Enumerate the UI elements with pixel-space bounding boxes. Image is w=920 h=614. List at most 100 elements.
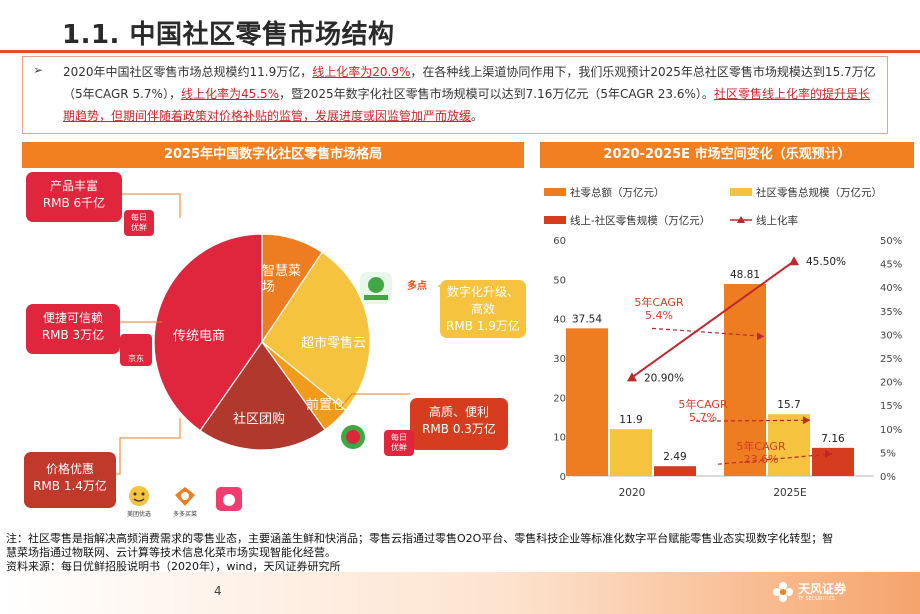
right-axis-tick: 5% (880, 448, 896, 459)
cagr-text: 5.4% (645, 309, 673, 322)
bar-label: 11.9 (619, 414, 642, 426)
bar-0-1 (724, 284, 766, 476)
callout-line: RMB 3万亿 (41, 328, 105, 342)
legend-swatch-community (730, 188, 752, 196)
pie-label-ecommerce: 传统电商 (173, 329, 226, 344)
pie-slice-1 (261, 251, 371, 412)
right-axis-tick: 30% (880, 330, 902, 341)
right-axis-tick: 20% (880, 378, 902, 389)
rate-marker (627, 372, 637, 382)
cagr-text: 23.6% (743, 453, 779, 466)
rate-label: 20.90% (644, 372, 684, 384)
right-axis-tick: 15% (880, 401, 902, 412)
cagr-text: 5年CAGR (634, 296, 684, 309)
bar-label: 7.16 (821, 433, 845, 445)
cagr-arrow-0 (651, 327, 765, 337)
page-footer: 4 天风证券 TF SECURITIES (0, 572, 920, 614)
taocaicai-logo (214, 485, 244, 515)
logo-text: 京东 (128, 354, 144, 363)
brand-name: 天风证券 (798, 582, 847, 596)
rate-marker (789, 256, 799, 266)
bar-1-0 (610, 429, 652, 476)
legend-label-online: 线上-社区零售规模（万亿元） (570, 214, 710, 227)
pie-slices (153, 233, 371, 451)
right-axis-tick: 0% (880, 472, 896, 483)
pie-label-cloud: 超市零售云 (301, 336, 367, 351)
callout-line: 便捷可信赖 (42, 311, 103, 325)
callout-digital: 数字化升级、 高效 RMB 1.9万亿 (440, 280, 526, 338)
connector-quality (339, 393, 410, 409)
callout-line: 价格优惠 (45, 462, 94, 476)
summary-part: ，在各种线上渠道协同作用下，我们乐观预计2025年总社区零售市场规模达到15.7… (63, 65, 876, 101)
summary-part: 2020年中国社区零售市场总规模约11.9万亿， (63, 65, 313, 79)
bar-2-0 (654, 466, 696, 476)
dingdong-logo (338, 422, 368, 456)
right-axis-tick: 40% (880, 283, 902, 294)
page-number: 4 (214, 584, 222, 598)
pie-label-front-warehouse: 前置仓 (306, 398, 346, 413)
right-axis-tick: 10% (880, 425, 902, 436)
cagr-arrow-2 (717, 453, 833, 465)
callout-line: 产品丰富 (49, 179, 98, 193)
callout-line: RMB 0.3万亿 (422, 422, 496, 436)
legend-swatch-total (544, 188, 566, 196)
bar-label: 48.81 (730, 269, 760, 281)
summary-part: ，暨2025年数字化社区零售市场规模可以达到7.16万亿元（5年CAGR 23.… (279, 87, 714, 101)
left-axis-tick: 0 (560, 472, 566, 483)
brand-subtitle: TF SECURITIES (798, 596, 835, 602)
pie-slice-4 (153, 233, 263, 432)
duoduo-logo: 多多买菜 (170, 485, 200, 518)
cagr-total: 5年CAGR 5.4% (628, 296, 690, 322)
left-axis-tick: 60 (553, 236, 566, 247)
right-axis-tick: 45% (880, 260, 902, 271)
connector-product (122, 193, 181, 218)
logo-label: 美团优选 (126, 511, 151, 518)
callout-quality: 高质、便利 RMB 0.3万亿 (410, 398, 508, 450)
missfresh-logo: 每日 优鲜 (124, 210, 154, 236)
bar-2-1 (812, 447, 854, 476)
page-title: 1.1. 中国社区零售市场结构 (62, 20, 395, 50)
pie-label-text: 智慧菜 (262, 264, 302, 279)
title-divider (0, 50, 920, 53)
x-category-label: 2020 (619, 487, 646, 499)
cagr-text: 5年CAGR (678, 398, 728, 411)
chart-legend: 社零总额（万亿元） 社区零售总规模（万亿元） 线上-社区零售规模（万亿元） 线上… (544, 186, 882, 227)
plot-area: 0 10 20 30 40 50 60 0% 5% 10% 15% 20% 25% 30% 35% 40% 45… (553, 236, 902, 499)
meituan-logo: 美团优选 (124, 485, 154, 518)
summary-part: 。 (471, 109, 484, 123)
left-axis-tick: 30 (553, 354, 566, 365)
footnote-source: 资料来源：每日优鲜招股说明书（2020年），wind，天风证券研究所 (6, 560, 341, 573)
footnote-line: 注：社区零售是指解决高频消费需求的零售业态，主要涵盖生鲜和快消品；零售云指通过零… (6, 532, 834, 545)
pie-label-group-buy: 社区团购 (233, 412, 286, 427)
cagr-arrowhead (757, 332, 764, 341)
callout-line: RMB 6千亿 (42, 196, 106, 210)
footnote: 注：社区零售是指解决高频消费需求的零售业态，主要涵盖生鲜和快消品；零售云指通过零… (6, 532, 914, 574)
summary-highlight: 线上化率为20.9% (312, 65, 411, 79)
summary-highlight: 线上化率为45.5% (180, 87, 280, 101)
cagr-arrow-1 (695, 419, 811, 422)
left-axis-tick: 20 (553, 393, 566, 404)
footnote-line: 慧菜场指通过物联网、云计算等技术信息化菜市场实现智能化经营。 (6, 546, 336, 559)
logo-text: 每日 优鲜 (391, 433, 407, 452)
summary-box: ➢ 2020年中国社区零售市场总规模约11.9万亿，线上化率为20.9%，在各种… (22, 56, 888, 134)
legend-label-community: 社区零售总规模（万亿元） (756, 186, 882, 199)
bar-1-1 (768, 414, 810, 476)
cagr-text: 5年CAGR (736, 440, 786, 453)
left-axis-tick: 40 (553, 315, 566, 326)
logo-text: 每日 优鲜 (131, 213, 147, 232)
bar-label: 15.7 (777, 399, 800, 411)
callout-product: 产品丰富 RMB 6千亿 (26, 172, 122, 222)
missfresh-logo-2: 每日 优鲜 (384, 430, 414, 456)
callout-line: RMB 1.4万亿 (33, 479, 107, 493)
summary-highlight: 社区零售线上化率的提升是长期趋势，但期间伴随着政策对价格补贴的监管，发展进度或因… (63, 87, 870, 123)
pie-label-smart-market: 智慧菜场 (262, 264, 301, 296)
connector-price (116, 418, 181, 475)
rate-line (631, 260, 795, 379)
title-bar: 1.1. 中国社区零售市场结构 (0, 0, 920, 53)
logo-text: 多点 (407, 281, 427, 292)
callout-convenience: 便捷可信赖 RMB 3万亿 (26, 304, 120, 354)
right-axis-tick: 50% (880, 236, 902, 247)
logo-label: 多多买菜 (172, 511, 197, 518)
pie-chart (116, 193, 442, 475)
legend-swatch-online (544, 216, 566, 224)
